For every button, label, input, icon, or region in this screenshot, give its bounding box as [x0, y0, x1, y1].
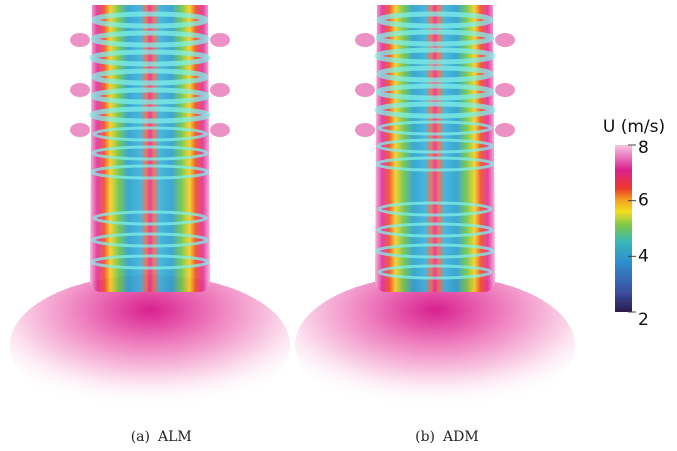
panel-label: (b) — [415, 429, 435, 445]
tip-vortex — [70, 83, 90, 97]
tip-vortex — [355, 33, 375, 47]
figure: (a) ALM (b) ADM U (m/s) 2 4 6 8 — [0, 0, 677, 451]
panel-label: (a) — [131, 429, 150, 445]
tip-vortex — [210, 33, 230, 47]
panel — [10, 5, 290, 415]
tip-vortex — [355, 83, 375, 97]
tip-vortex — [495, 83, 515, 97]
panel-name: ALM — [157, 429, 192, 445]
colorbar-title: U (m/s) — [603, 117, 665, 137]
tip-vortex — [495, 33, 515, 47]
wake-base — [295, 275, 575, 415]
colorbar-tick-label: 6 — [638, 191, 649, 211]
tip-vortex — [210, 83, 230, 97]
panel-name: ADM — [442, 429, 479, 445]
tip-vortex — [70, 33, 90, 47]
colorbar-tick-label: 2 — [638, 310, 649, 330]
colorbar — [615, 145, 632, 312]
page: {"panels": [{"label": "(a)", "name": "AL… — [0, 0, 677, 451]
tip-vortex — [70, 123, 90, 137]
panel — [295, 5, 575, 415]
colorbar-tick-label: 8 — [638, 138, 649, 158]
tip-vortex — [495, 123, 515, 137]
tip-vortex — [355, 123, 375, 137]
tip-vortex — [210, 123, 230, 137]
wake-base — [10, 275, 290, 415]
colorbar-tick-label: 4 — [638, 246, 649, 266]
